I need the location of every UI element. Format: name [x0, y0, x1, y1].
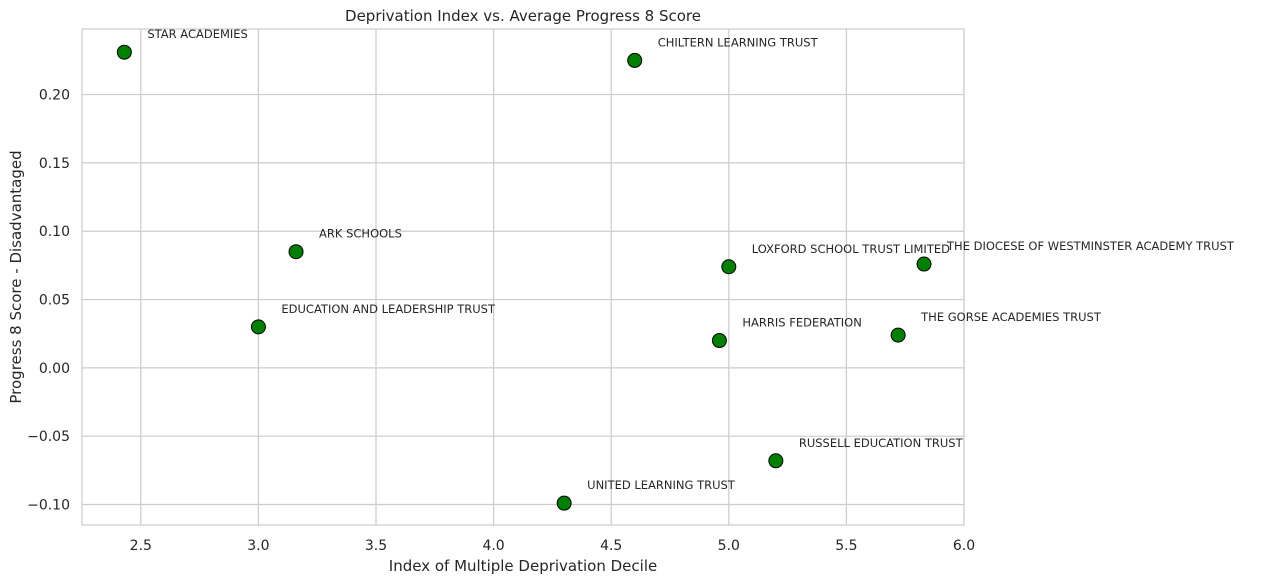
data-point [116, 44, 132, 60]
x-tick-label: 4.5 [600, 538, 622, 554]
y-tick-label: 0.05 [39, 293, 70, 309]
x-tick-label: 2.5 [130, 538, 152, 554]
y-tick-label: 0.20 [39, 88, 70, 104]
data-point [890, 327, 906, 343]
point-label: STAR ACADEMIES [147, 27, 248, 41]
data-point [556, 495, 572, 511]
y-axis-ticks: −0.10 −0.05 0.00 0.05 0.10 0.15 0.20 [27, 88, 70, 514]
data-point [768, 453, 784, 469]
point-label: LOXFORD SCHOOL TRUST LIMITED [752, 242, 950, 256]
y-tick-label: 0.15 [39, 156, 70, 172]
point-label: UNITED LEARNING TRUST [587, 478, 736, 492]
point-label: ARK SCHOOLS [319, 227, 402, 241]
y-tick-label: 0.00 [39, 361, 70, 377]
x-axis-label: Index of Multiple Deprivation Decile [389, 557, 657, 575]
x-tick-label: 3.0 [247, 538, 269, 554]
x-tick-label: 5.0 [718, 538, 740, 554]
x-tick-label: 4.0 [482, 538, 504, 554]
y-tick-label: −0.10 [27, 498, 70, 514]
chart-title: Deprivation Index vs. Average Progress 8… [345, 7, 701, 25]
data-point [627, 52, 643, 68]
plot-frame [81, 28, 965, 526]
data-point [288, 244, 304, 260]
point-label: EDUCATION AND LEADERSHIP TRUST [281, 302, 496, 316]
point-label: CHILTERN LEARNING TRUST [658, 35, 819, 49]
grid-layer [82, 29, 965, 525]
x-tick-label: 6.0 [953, 538, 975, 554]
data-point [250, 319, 266, 335]
x-tick-label: 5.5 [835, 538, 857, 554]
y-tick-label: 0.10 [39, 224, 70, 240]
point-labels: STAR ACADEMIES CHILTERN LEARNING TRUST ARK… [147, 27, 1235, 492]
y-tick-label: −0.05 [27, 429, 70, 445]
point-label: RUSSELL EDUCATION TRUST [799, 436, 964, 450]
data-point [721, 259, 737, 275]
data-point [711, 333, 727, 349]
x-axis-ticks: 2.5 3.0 3.5 4.0 4.5 5.0 5.5 6.0 [130, 538, 975, 554]
y-axis-label: Progress 8 Score - Disadvantaged [7, 150, 25, 403]
point-label: THE DIOCESE OF WESTMINSTER ACADEMY TRUST [946, 239, 1235, 253]
data-points [116, 44, 932, 511]
data-point [916, 256, 932, 272]
point-label: THE GORSE ACADEMIES TRUST [920, 310, 1102, 324]
point-label: HARRIS FEDERATION [742, 316, 861, 330]
x-tick-label: 3.5 [365, 538, 387, 554]
